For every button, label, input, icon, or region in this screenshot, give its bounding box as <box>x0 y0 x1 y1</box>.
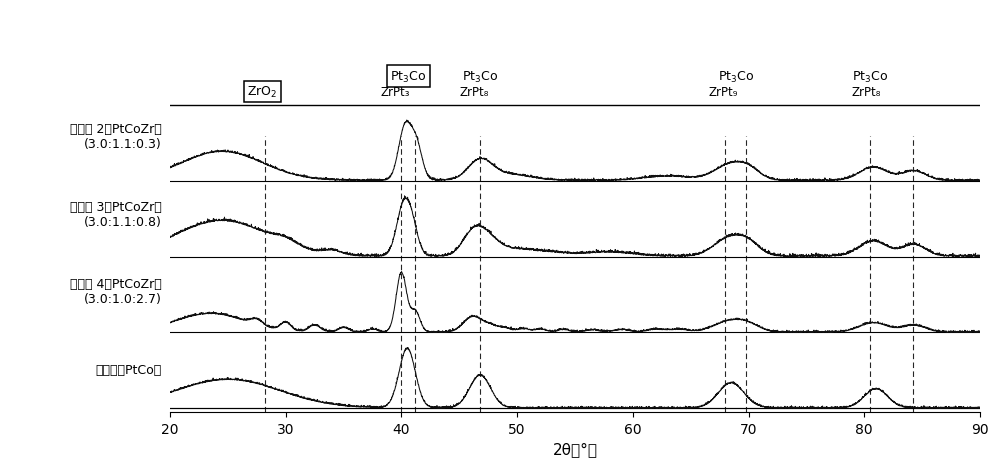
Text: Pt$_3$Co: Pt$_3$Co <box>390 69 426 84</box>
Text: 现有例（PtCo）: 现有例（PtCo） <box>96 363 162 376</box>
Text: ZrPt₉: ZrPt₉ <box>708 86 738 99</box>
Text: ZrPt₈: ZrPt₈ <box>460 86 489 99</box>
Text: ZrPt₈: ZrPt₈ <box>852 86 881 99</box>
Text: 实施例 3（PtCoZr）
(3.0:1.1:0.8): 实施例 3（PtCoZr） (3.0:1.1:0.8) <box>70 200 162 228</box>
Text: Pt$_3$Co: Pt$_3$Co <box>718 69 754 84</box>
Text: 实施例 4（PtCoZr）
(3.0:1.0:2.7): 实施例 4（PtCoZr） (3.0:1.0:2.7) <box>70 278 162 306</box>
Text: ZrO$_2$: ZrO$_2$ <box>247 84 278 100</box>
X-axis label: 2θ（°）: 2θ（°） <box>552 441 598 456</box>
Text: 实施例 2（PtCoZr）
(3.0:1.1:0.3): 实施例 2（PtCoZr） (3.0:1.1:0.3) <box>70 123 162 151</box>
Text: Pt$_3$Co: Pt$_3$Co <box>462 69 498 84</box>
Text: ZrPt₃: ZrPt₃ <box>381 86 410 99</box>
Text: Pt$_3$Co: Pt$_3$Co <box>852 69 888 84</box>
